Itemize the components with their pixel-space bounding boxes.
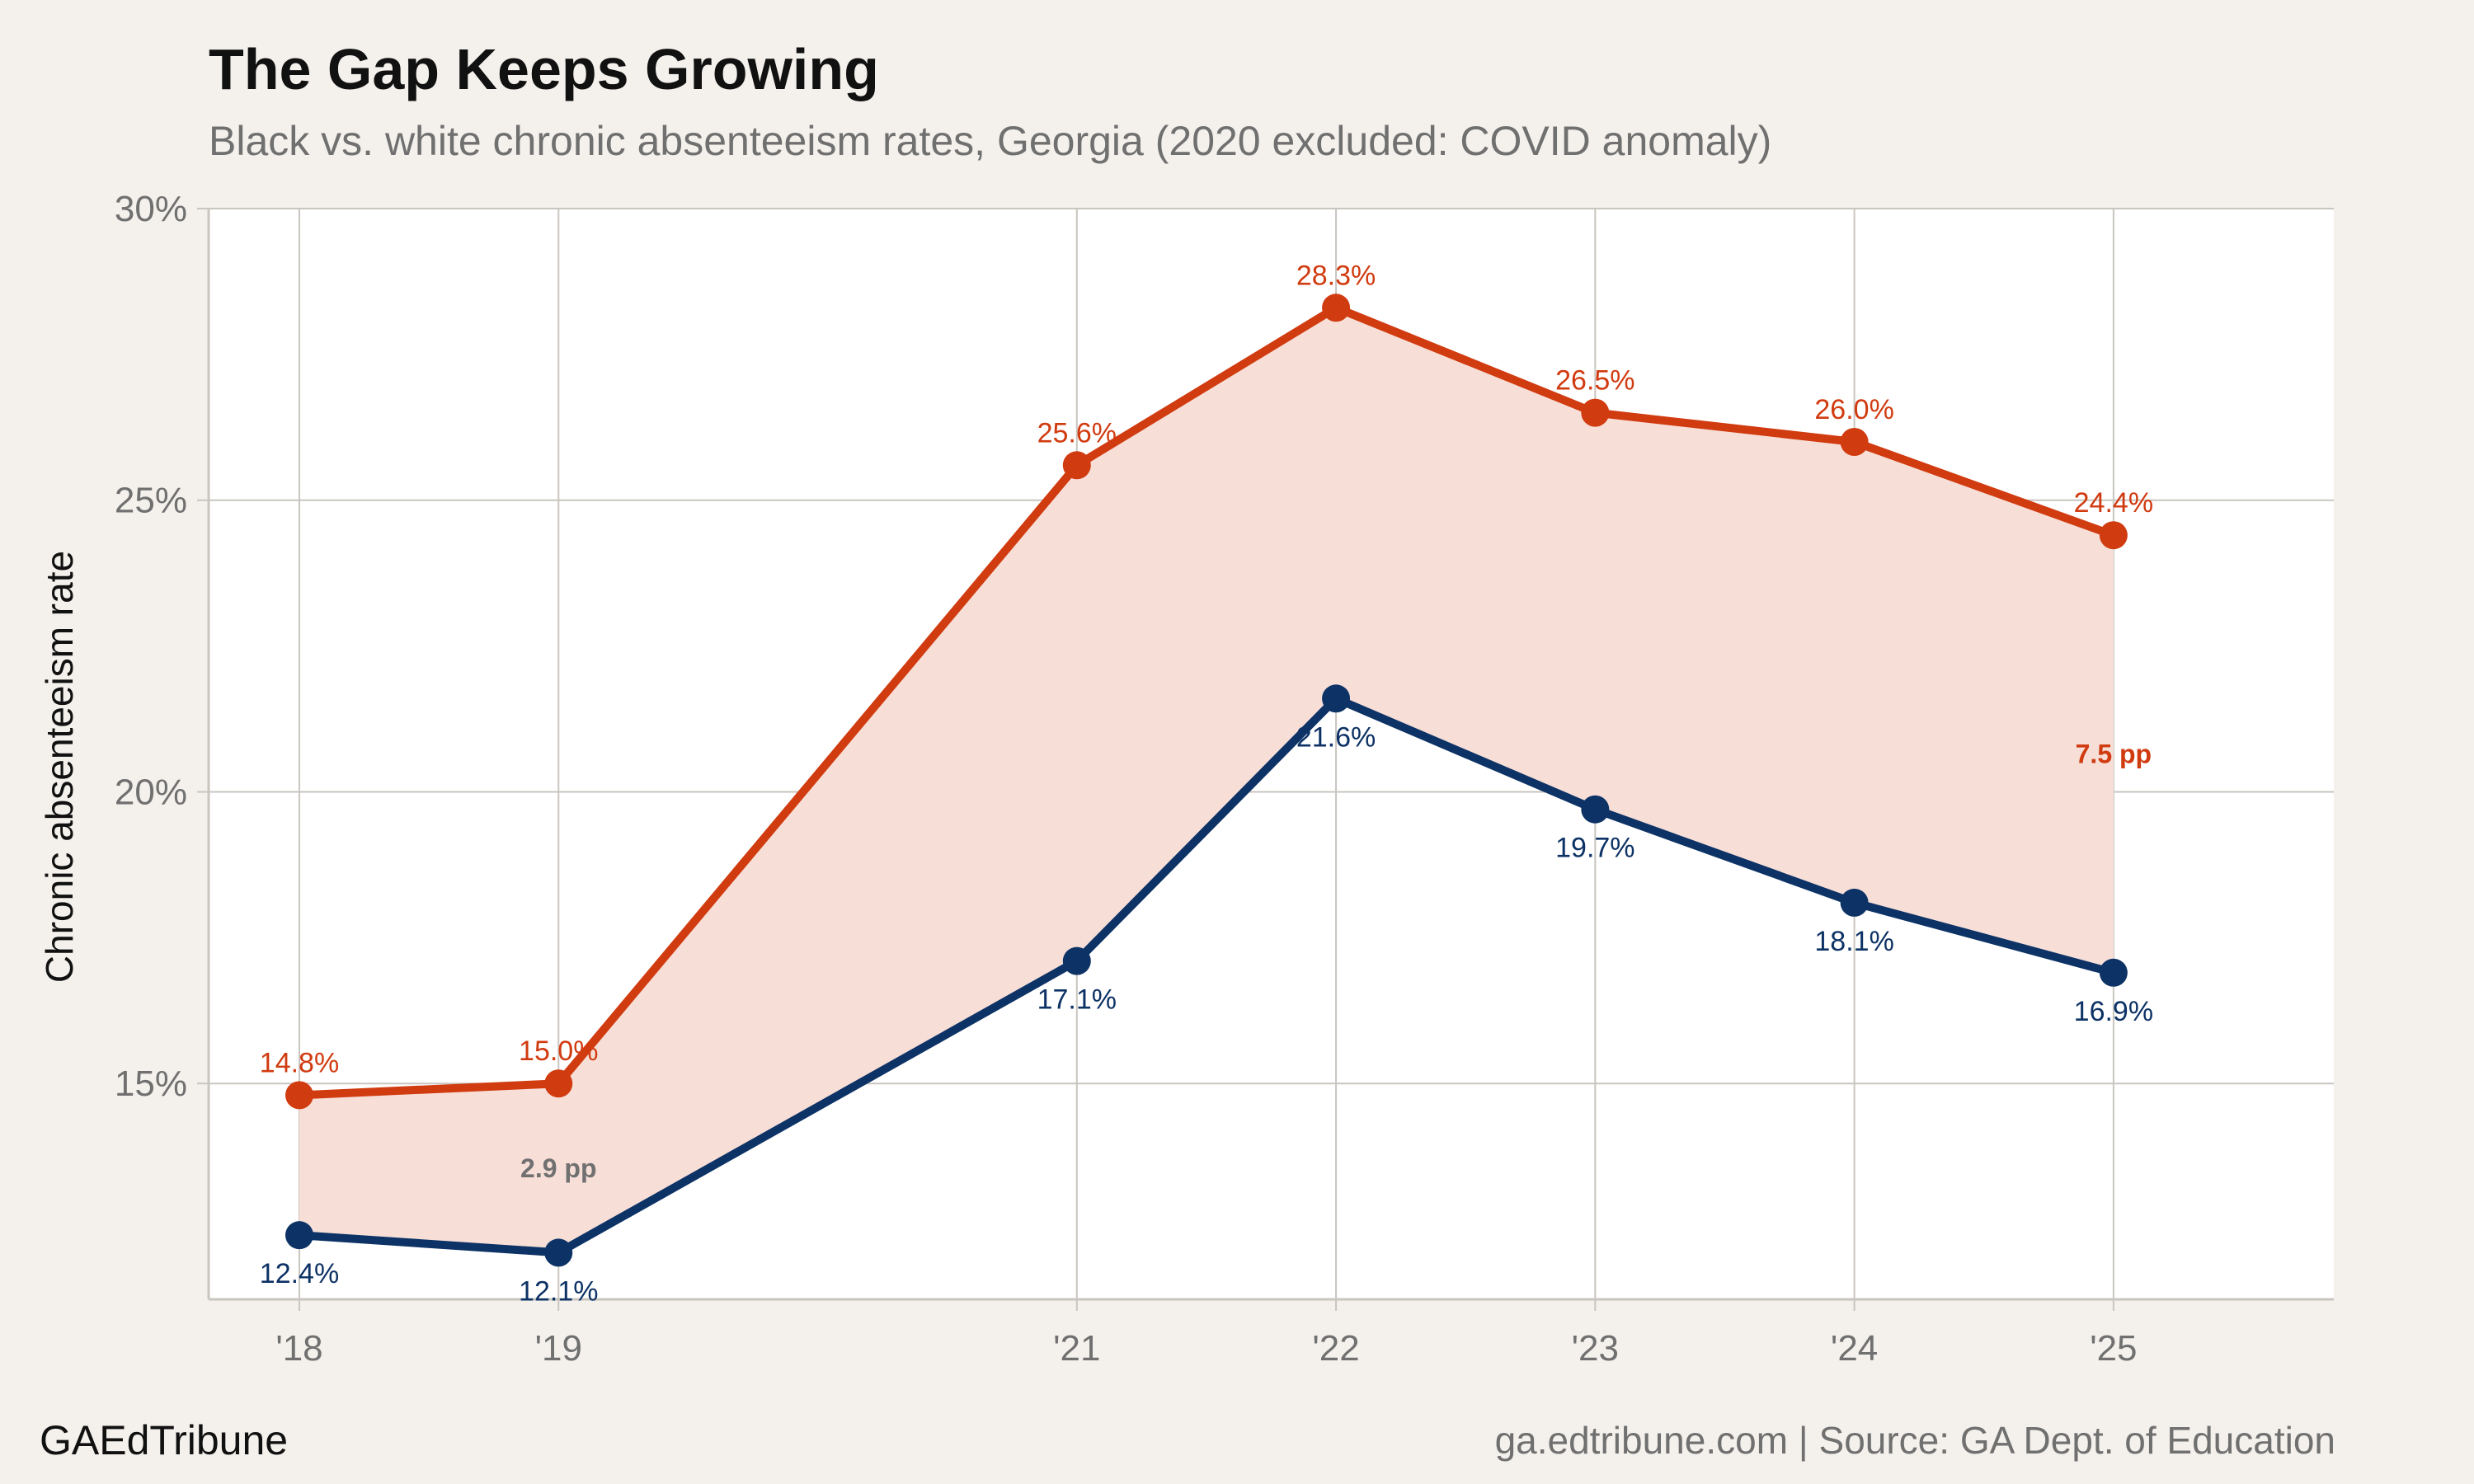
data-labels: 14.8% 15.0% 25.6% 28.3% 26.5% 26.0% 24.4% 12.4%… [260, 260, 2153, 1307]
chart-title: The Gap Keeps Growing [209, 37, 879, 101]
x-tick-label: '24 [1831, 1328, 1878, 1369]
black-data-label: 26.0% [1814, 394, 1893, 425]
black-data-point [1322, 294, 1351, 322]
gap-area [299, 308, 2114, 1253]
black-data-point [1581, 398, 1610, 427]
x-tick-label: '19 [535, 1328, 582, 1369]
white-data-label: 16.9% [2074, 996, 2153, 1027]
x-tick-label: '25 [2090, 1328, 2137, 1369]
black-data-label: 25.6% [1037, 417, 1117, 448]
y-tick-label: 15% [115, 1064, 187, 1104]
black-data-point [285, 1081, 313, 1110]
x-tick-label: '21 [1053, 1328, 1100, 1369]
white-data-label: 19.7% [1555, 833, 1634, 864]
series-points [285, 294, 2128, 1267]
gap-annotation: 2.9 pp [520, 1153, 596, 1183]
white-data-point [544, 1238, 573, 1267]
chart-subtitle: Black vs. white chronic absenteeism rate… [209, 118, 1772, 164]
brand-logo: GAEdTribune [40, 1417, 289, 1463]
x-tick-label: '18 [275, 1328, 322, 1369]
white-data-label: 17.1% [1037, 984, 1117, 1016]
white-data-point [1840, 888, 1869, 917]
white-data-point [1581, 795, 1610, 824]
black-data-point [1062, 451, 1091, 480]
y-tick-label: 25% [115, 481, 187, 521]
white-data-label: 18.1% [1814, 926, 1893, 957]
black-data-point [2099, 521, 2128, 550]
white-data-label: 12.4% [260, 1258, 339, 1289]
y-tick-label: 30% [115, 189, 187, 229]
gap-annotation: 7.5 pp [2076, 740, 2152, 769]
x-tick-label: '22 [1312, 1328, 1359, 1369]
white-data-point [1322, 684, 1351, 713]
source-note: ga.edtribune.com | Source: GA Dept. of E… [1494, 1419, 2335, 1462]
black-data-label: 26.5% [1555, 365, 1634, 397]
black-data-point [1840, 427, 1869, 456]
white-data-label: 12.1% [519, 1275, 598, 1307]
black-data-label: 14.8% [260, 1047, 339, 1078]
black-data-point [544, 1069, 573, 1098]
annotations: 2.9 pp 7.5 pp [520, 740, 2152, 1183]
white-data-point [2099, 958, 2128, 987]
y-tick-label: 20% [115, 772, 187, 812]
x-tick-label: '23 [1572, 1328, 1619, 1369]
black-data-label: 24.4% [2074, 487, 2153, 519]
white-data-point [1062, 946, 1091, 975]
black-data-label: 15.0% [519, 1036, 598, 1067]
axes: 15% 20% 25% 30% '18 '19 '21 '22 '23 '24 '25 [115, 189, 2334, 1369]
white-data-point [285, 1221, 313, 1250]
black-data-label: 28.3% [1296, 260, 1376, 291]
gap-fill [299, 308, 2114, 1253]
white-data-label: 21.6% [1296, 721, 1376, 753]
